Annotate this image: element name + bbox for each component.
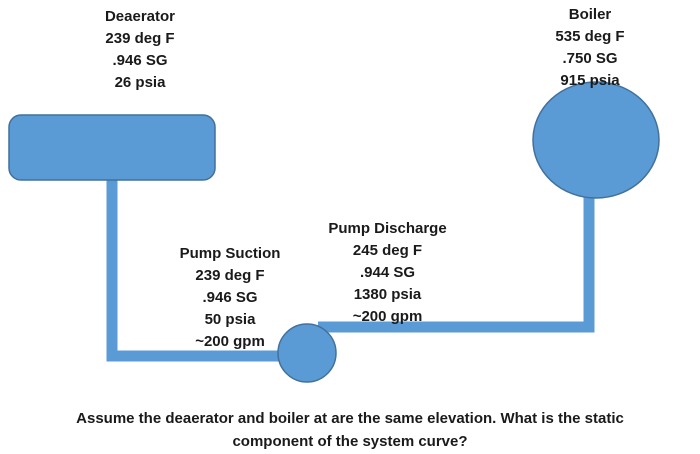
deaerator-tank xyxy=(8,114,216,181)
deaerator-specific-gravity: .946 SG xyxy=(112,52,168,69)
question-line-2: component of the system curve? xyxy=(232,433,468,450)
boiler-label: Boiler 535 deg F .750 SG 915 psia xyxy=(530,4,650,92)
pump-discharge-pressure: 1380 psia xyxy=(353,286,422,303)
pump-discharge-flow: ~200 gpm xyxy=(352,308,423,325)
pump-suction-flow: ~200 gpm xyxy=(195,333,265,350)
deaerator-label: Deaerator 239 deg F .946 SG 26 psia xyxy=(60,6,220,94)
deaerator-name: Deaerator xyxy=(104,8,176,25)
suction-pipe xyxy=(106,178,285,362)
pump-suction-specific-gravity: .946 SG xyxy=(202,289,258,306)
discharge-pipe xyxy=(318,192,595,333)
pump-discharge-temperature: 245 deg F xyxy=(352,242,423,259)
pump-discharge-name: Pump Discharge xyxy=(328,220,447,237)
deaerator-pressure: 26 psia xyxy=(114,74,166,91)
pump xyxy=(277,323,337,383)
deaerator-temperature: 239 deg F xyxy=(105,30,175,47)
pump-discharge-specific-gravity: .944 SG xyxy=(359,264,416,281)
boiler-name: Boiler xyxy=(568,6,612,23)
pump-suction-label: Pump Suction 239 deg F .946 SG 50 psia ~… xyxy=(160,243,300,353)
question-text: Assume the deaerator and boiler at are t… xyxy=(20,407,680,453)
pump-suction-pressure: 50 psia xyxy=(204,311,256,328)
boiler-drum xyxy=(532,81,660,199)
question-line-1: Assume the deaerator and boiler at are t… xyxy=(76,410,624,427)
boiler-pressure: 915 psia xyxy=(560,72,620,89)
pump-suction-name: Pump Suction xyxy=(179,245,281,262)
boiler-specific-gravity: .750 SG xyxy=(562,50,618,67)
boiler-temperature: 535 deg F xyxy=(555,28,625,45)
pump-discharge-label: Pump Discharge 245 deg F .944 SG 1380 ps… xyxy=(315,218,460,328)
pump-suction-temperature: 239 deg F xyxy=(195,267,265,284)
